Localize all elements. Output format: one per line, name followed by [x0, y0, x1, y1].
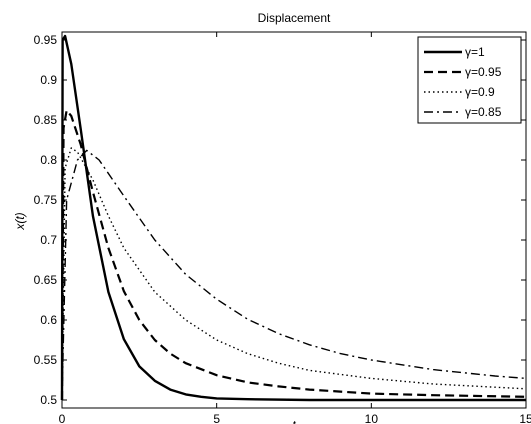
- y-tick-label: 0.8: [40, 153, 57, 167]
- legend-label-1: γ=1: [465, 45, 485, 59]
- y-tick-label: 0.9: [40, 73, 57, 87]
- y-tick-label: 0.65: [34, 273, 58, 287]
- legend-label-4: γ=0.85: [465, 105, 502, 119]
- series-line-3: [61, 147, 527, 401]
- x-tick-label: 0: [59, 412, 66, 424]
- y-tick-label: 0.95: [34, 33, 58, 47]
- y-axis: 0.5 0.55 0.6 0.65 0.7 0.75 0.8 0.85 0.9 0.95: [34, 33, 526, 407]
- series-line-2: [60, 109, 527, 401]
- y-tick-label: 0.75: [34, 193, 58, 207]
- legend: γ=1 γ=0.95 γ=0.9 γ=0.85: [417, 36, 522, 124]
- x-axis-label: t: [292, 418, 296, 424]
- y-tick-label: 0.85: [34, 113, 58, 127]
- x-tick-label: 10: [365, 412, 379, 424]
- chart-title: Displacement: [258, 11, 331, 25]
- series-group: [60, 34, 527, 402]
- y-axis-label: x(t): [13, 212, 27, 230]
- y-tick-label: 0.6: [40, 313, 57, 327]
- legend-label-2: γ=0.95: [465, 65, 502, 79]
- y-tick-label: 0.5: [40, 393, 57, 407]
- legend-label-3: γ=0.9: [465, 85, 495, 99]
- series-line-1: [60, 34, 526, 402]
- series-line-4: [61, 149, 527, 401]
- x-tick-label: 15: [519, 412, 531, 424]
- y-tick-label: 0.55: [34, 353, 58, 367]
- x-axis: 0 5 10 15: [59, 32, 531, 424]
- x-tick-label: 5: [213, 412, 220, 424]
- legend-entries: γ=1 γ=0.95 γ=0.9 γ=0.85: [424, 45, 502, 119]
- y-tick-label: 0.7: [40, 233, 57, 247]
